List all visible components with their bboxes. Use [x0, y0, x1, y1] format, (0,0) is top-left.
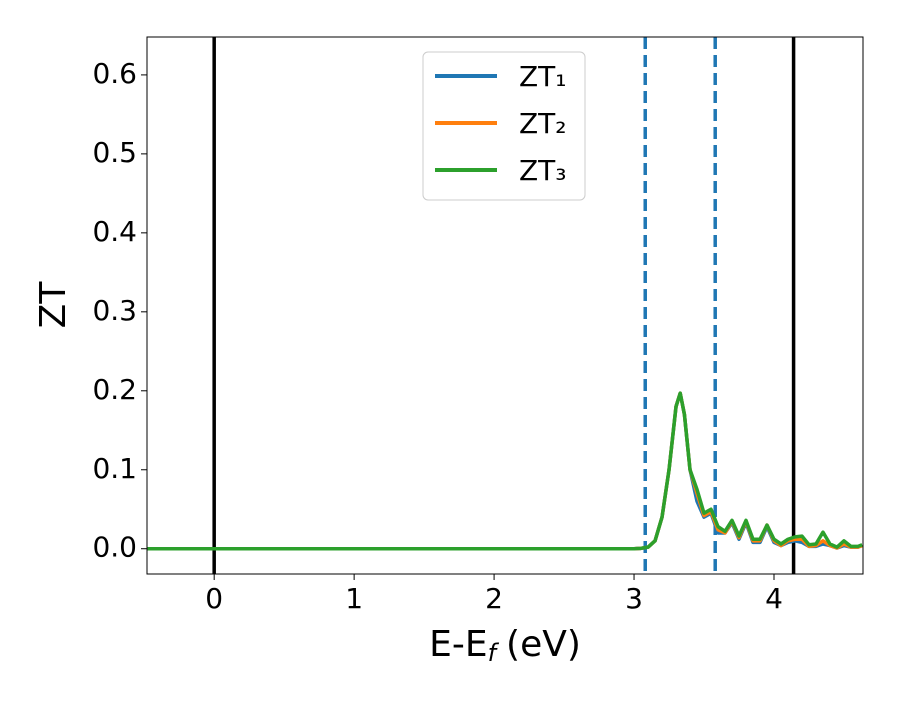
x-tick-label: 4 [765, 582, 783, 615]
legend-box [422, 51, 586, 201]
y-tick-label: 0.5 [92, 136, 137, 169]
x-tick-label: 2 [485, 582, 503, 615]
plot-frame [146, 36, 864, 575]
series-line [147, 391, 863, 551]
x-label-main: E-E [429, 624, 487, 665]
x-tick-label: 1 [345, 582, 363, 615]
y-tick-label: 0.1 [92, 452, 137, 485]
legend-label: ZT₁ [519, 60, 567, 93]
y-tick-label: 0.0 [92, 531, 137, 564]
y-tick-label: 0.3 [92, 294, 137, 327]
y-tick-label: 0.4 [92, 215, 137, 248]
x-tick-label: 3 [625, 582, 643, 615]
y-tick-label: 0.2 [92, 373, 137, 406]
y-axis-label: ZT [33, 281, 74, 329]
x-label-unit: (eV) [506, 624, 581, 665]
plot-area [147, 37, 863, 574]
y-tick-label: 0.6 [92, 57, 137, 90]
x-tick-label: 0 [205, 582, 223, 615]
legend-label: ZT₂ [519, 107, 567, 140]
x-axis-label: E-Ef (eV) [429, 624, 581, 667]
legend-label: ZT₃ [519, 154, 567, 187]
